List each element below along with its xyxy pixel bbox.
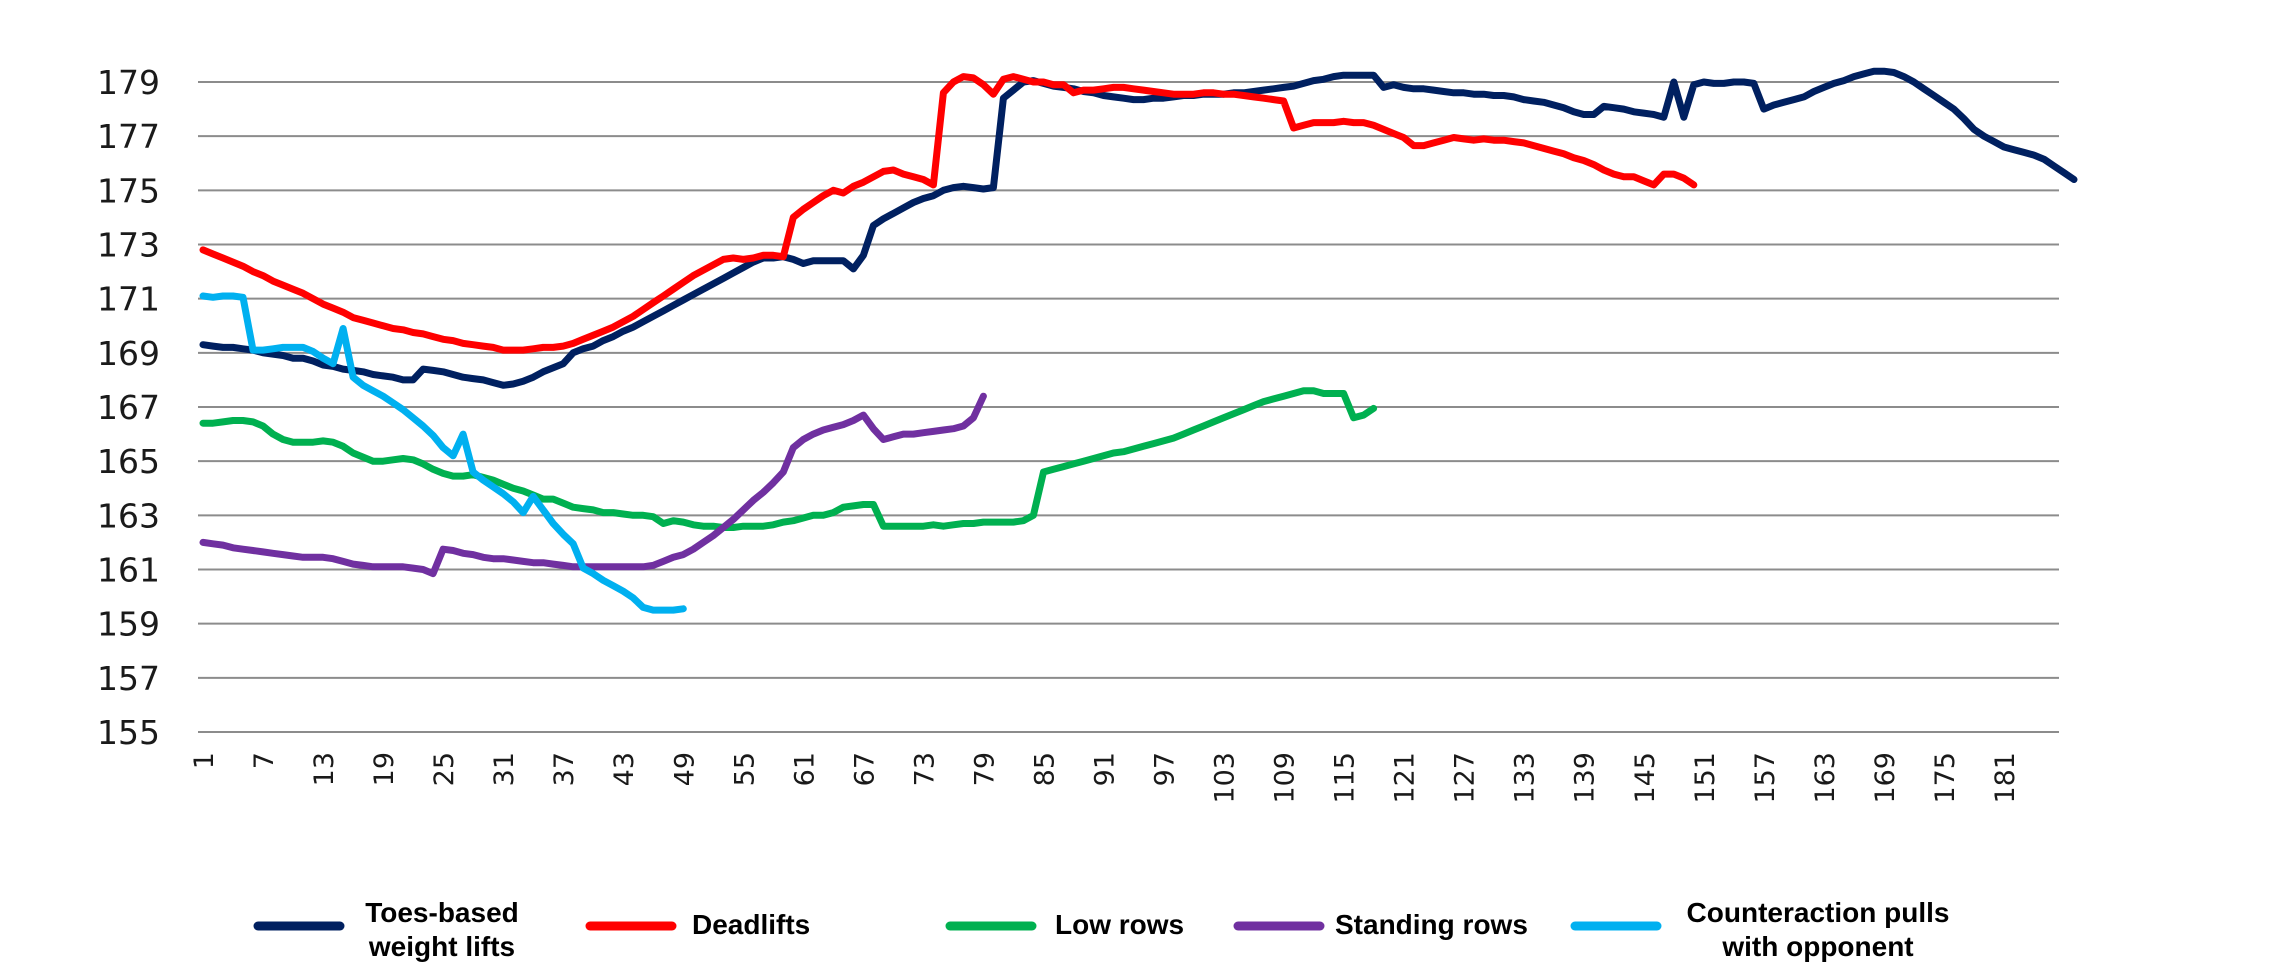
y-tick-label: 155 — [97, 713, 160, 752]
y-tick-label: 179 — [97, 63, 160, 102]
x-tick-label: 127 — [1450, 752, 1481, 804]
y-tick-label: 163 — [97, 496, 160, 535]
x-tick-label: 85 — [1029, 752, 1060, 786]
legend-item-low-rows: Low rows — [945, 909, 1184, 940]
legend-label: with opponent — [1721, 931, 1913, 962]
y-tick-label: 159 — [97, 605, 160, 644]
y-tick-label: 161 — [97, 551, 160, 590]
y-tick-label: 169 — [97, 334, 160, 373]
x-tick-label: 133 — [1510, 752, 1541, 804]
x-tick-label: 79 — [969, 752, 1000, 786]
x-tick-label: 163 — [1810, 752, 1841, 804]
legend-label: Standing rows — [1335, 909, 1528, 940]
x-tick-label: 181 — [1990, 752, 2021, 804]
y-tick-label: 177 — [97, 117, 160, 156]
x-tick-label: 169 — [1870, 752, 1901, 804]
x-tick-label: 91 — [1089, 752, 1120, 786]
gridlines — [198, 81, 2059, 733]
y-tick-label: 171 — [97, 280, 160, 319]
x-tick-label: 109 — [1270, 752, 1301, 804]
x-tick-label: 25 — [429, 752, 460, 786]
x-tick-label: 139 — [1570, 752, 1601, 804]
x-tick-label: 157 — [1750, 752, 1781, 804]
series-lines — [199, 67, 2078, 614]
legend-item-deadlifts: Deadlifts — [585, 909, 810, 940]
x-tick-label: 7 — [249, 752, 280, 769]
y-tick-label: 157 — [97, 659, 160, 698]
y-axis-ticks: 155 157 159 161 163 165 167 169 171 173 175 177 179 — [97, 63, 160, 752]
x-axis-ticks: 1 7 13 19 25 31 37 43 49 55 61 67 73 79 85 91 97 103 109 11… — [189, 752, 2021, 804]
y-tick-label: 173 — [97, 226, 160, 265]
y-tick-label: 175 — [97, 171, 160, 210]
x-tick-label: 121 — [1390, 752, 1421, 804]
legend-label: Counteraction pulls — [1687, 897, 1950, 928]
x-tick-label: 73 — [909, 752, 940, 786]
x-tick-label: 67 — [849, 752, 880, 786]
series-line-standing-rows — [199, 392, 987, 578]
x-tick-label: 49 — [669, 752, 700, 786]
x-tick-label: 19 — [369, 752, 400, 786]
legend-label: Low rows — [1055, 909, 1184, 940]
x-tick-label: 31 — [489, 752, 520, 786]
y-tick-label: 165 — [97, 442, 160, 481]
x-tick-label: 97 — [1150, 752, 1181, 786]
legend-label: Deadlifts — [692, 909, 810, 940]
y-tick-label: 167 — [97, 388, 160, 427]
x-tick-label: 13 — [309, 752, 340, 786]
series-line-toes-based-weight-lifts — [199, 67, 2078, 389]
series-line-counteraction-pulls-with-opponent — [199, 292, 687, 614]
x-tick-label: 55 — [729, 752, 760, 786]
x-tick-label: 145 — [1630, 752, 1661, 804]
x-tick-label: 61 — [789, 752, 820, 786]
series-line-low-rows — [199, 387, 1378, 531]
x-tick-label: 1 — [189, 752, 220, 769]
x-tick-label: 175 — [1930, 752, 1961, 804]
x-tick-label: 103 — [1210, 752, 1241, 804]
x-tick-label: 43 — [609, 752, 640, 786]
x-tick-label: 115 — [1330, 752, 1361, 804]
x-tick-label: 37 — [549, 752, 580, 786]
series-line-deadlifts — [199, 73, 1698, 354]
legend-label: Toes-based — [365, 897, 519, 928]
legend-item-standing-rows: Standing rows — [1233, 909, 1528, 940]
legend-label: weight lifts — [368, 931, 515, 962]
x-tick-label: 151 — [1690, 752, 1721, 804]
